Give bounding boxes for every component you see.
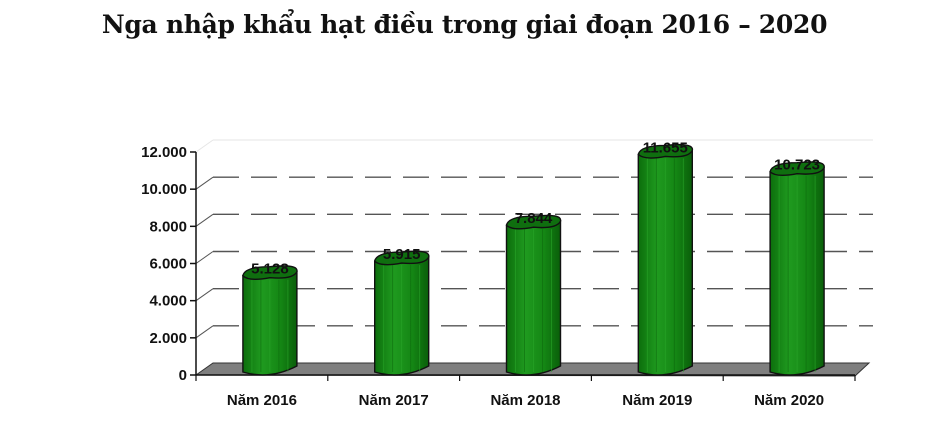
y-tick-label: 4.000 xyxy=(149,293,187,310)
x-category-label: Năm 2018 xyxy=(490,392,560,409)
gridline-connector xyxy=(195,251,214,264)
bar-value-label: 5.128 xyxy=(251,261,289,278)
x-category-label: Năm 2020 xyxy=(754,392,824,409)
gridline-connector xyxy=(195,176,214,190)
gridline-connector xyxy=(195,325,214,339)
bar-value-label: 5.915 xyxy=(383,246,421,263)
gridline-connector xyxy=(195,213,214,227)
bars: 5.128 5.915 7.844 11.655 10.723 xyxy=(242,139,825,376)
y-tick-label: 12.000 xyxy=(141,144,187,161)
x-category-label: Năm 2016 xyxy=(227,392,297,409)
chart-title: Nga nhập khẩu hạt điều trong giai đoạn 2… xyxy=(101,10,828,39)
bar: 7.844 xyxy=(505,210,562,376)
y-tick-label: 2.000 xyxy=(149,330,187,347)
y-tick-label: 0 xyxy=(179,367,187,384)
y-tick-label: 8.000 xyxy=(149,218,187,235)
bar-value-label: 11.655 xyxy=(643,139,688,156)
bar-value-label: 10.723 xyxy=(774,157,820,174)
x-axis-labels: Năm 2016 Năm 2017 Năm 2018 Năm 2019 Năm 2020 xyxy=(227,392,824,409)
y-tick-label: 6.000 xyxy=(149,256,187,273)
bar: 5.915 xyxy=(373,246,430,376)
y-tick-label: 10.000 xyxy=(141,181,187,198)
bar-value-label: 7.844 xyxy=(515,210,553,227)
x-category-label: Năm 2017 xyxy=(359,392,429,409)
bar: 11.655 xyxy=(637,139,694,376)
x-category-label: Năm 2019 xyxy=(622,392,692,409)
bar: 5.128 xyxy=(242,261,298,376)
gridline-connector xyxy=(195,139,214,153)
bar: 10.723 xyxy=(769,157,825,376)
gridline-connector xyxy=(195,288,214,302)
